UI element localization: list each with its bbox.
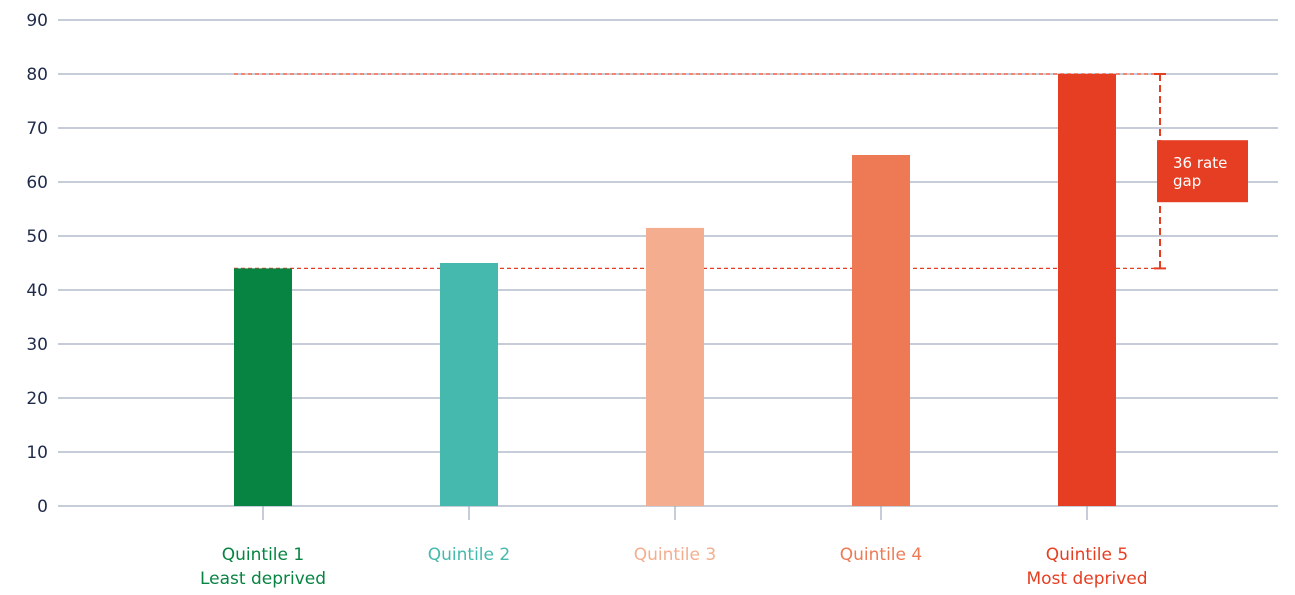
y-tick-label: 10 — [26, 443, 48, 463]
y-tick-label: 50 — [26, 227, 48, 247]
y-tick-label: 30 — [26, 335, 48, 355]
y-tick-label: 0 — [37, 497, 48, 517]
category-label-line2: Least deprived — [200, 569, 326, 589]
y-tick-label: 60 — [26, 173, 48, 193]
bar-quintile-4 — [852, 155, 910, 506]
category-label-line1: Quintile 1 — [222, 545, 304, 565]
category-label-line1: Quintile 5 — [1046, 545, 1128, 565]
gap-label-line1: 36 rate — [1173, 154, 1227, 172]
y-tick-label: 90 — [26, 11, 48, 31]
x-axis-category-labels: Quintile 1 Least deprived Quintile 2 Quinti… — [200, 545, 1148, 589]
category-label-line2: Most deprived — [1026, 569, 1147, 589]
gap-label-line2: gap — [1173, 172, 1201, 190]
category-label-line1: Quintile 4 — [840, 545, 922, 565]
category-label-line1: Quintile 2 — [428, 545, 510, 565]
bar-quintile-3 — [646, 227, 704, 506]
bar-quintile-2 — [440, 263, 498, 506]
y-tick-label: 80 — [26, 65, 48, 85]
bars — [234, 74, 1116, 506]
rate-gap-annotation: 36 rate gap — [1154, 73, 1248, 270]
x-axis-ticks — [262, 506, 1088, 520]
y-tick-label: 20 — [26, 389, 48, 409]
gap-label-box — [1157, 140, 1248, 203]
bar-quintile-5 — [1058, 74, 1116, 506]
y-axis-tick-labels: 0 10 20 30 40 50 60 70 80 90 — [26, 11, 48, 517]
category-label-line1: Quintile 3 — [634, 545, 716, 565]
bar-quintile-1 — [234, 268, 292, 506]
y-tick-label: 40 — [26, 281, 48, 301]
y-tick-label: 70 — [26, 119, 48, 139]
